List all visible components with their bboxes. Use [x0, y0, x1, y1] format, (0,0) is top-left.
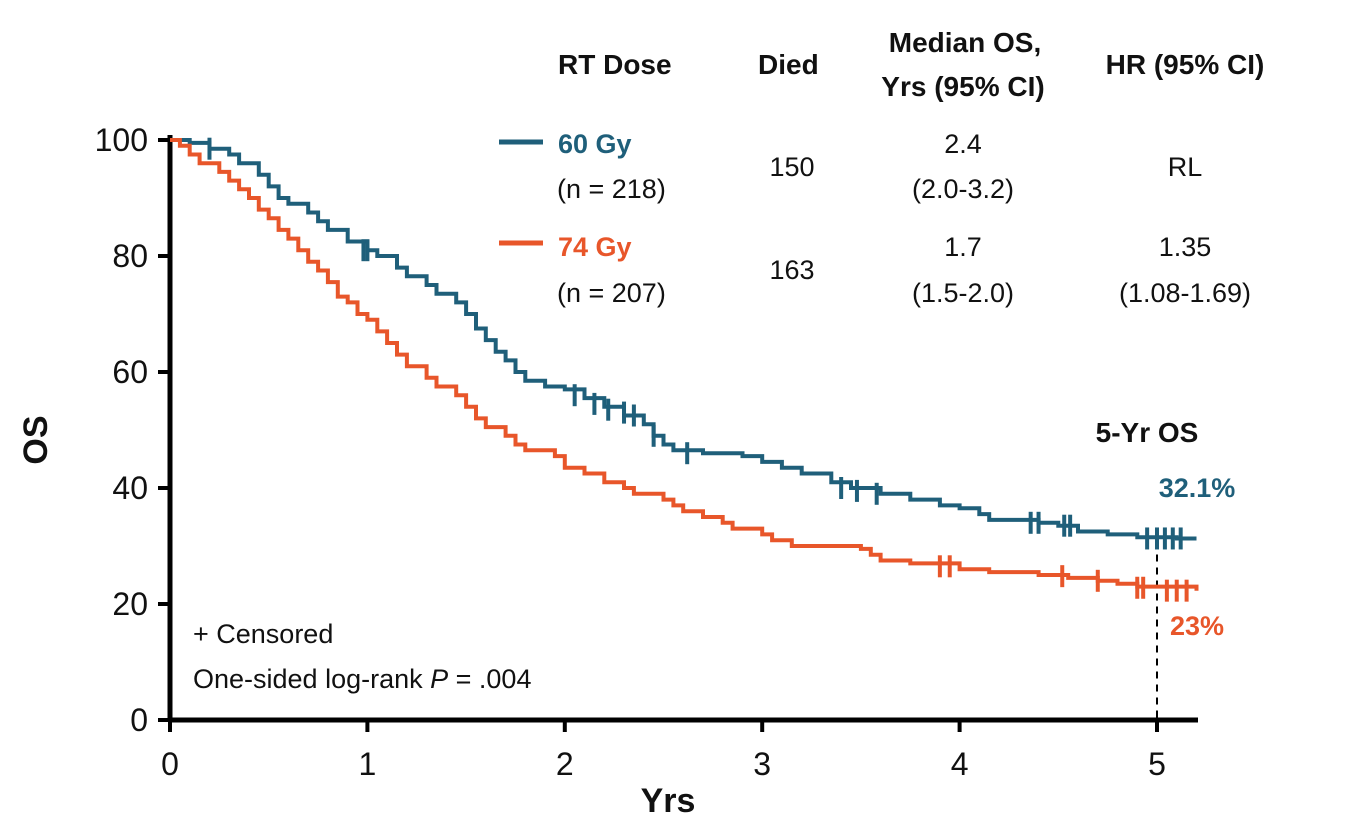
row-60-hr: RL [1168, 152, 1203, 182]
row-60-died: 150 [769, 152, 814, 182]
row-74-median-ci: (1.5-2.0) [912, 278, 1014, 308]
x-tick-label: 3 [753, 746, 771, 782]
y-tick-label: 40 [112, 470, 148, 506]
row-74-hr-ci: (1.08-1.69) [1119, 278, 1251, 308]
survival-curves [170, 137, 1199, 602]
y-ticks: 0 20 40 60 80 100 [95, 122, 170, 738]
y-tick-label: 80 [112, 238, 148, 274]
x-tick-label: 5 [1148, 746, 1166, 782]
x-axis-label: Yrs [641, 782, 696, 814]
y-tick-label: 100 [95, 122, 148, 158]
row-60-median-ci: (2.0-3.2) [912, 174, 1014, 204]
x-tick-label: 0 [161, 746, 179, 782]
header-rt-dose: RT Dose [558, 49, 672, 80]
row-74-median: 1.7 [944, 232, 982, 262]
y-tick-label: 0 [130, 702, 148, 738]
row-74-hr: 1.35 [1159, 232, 1212, 262]
y-tick-label: 20 [112, 586, 148, 622]
row-74-dose: 74 Gy [558, 232, 632, 262]
x-ticks: 0 1 2 3 4 5 [161, 720, 1166, 782]
row-74-died: 163 [769, 255, 814, 285]
row-60-median: 2.4 [944, 129, 982, 159]
five-yr-os-74gy: 23% [1170, 611, 1224, 641]
logrank-suffix: = .004 [448, 664, 531, 694]
row-74-n: (n = 207) [557, 278, 666, 308]
row-60-n: (n = 218) [557, 174, 666, 204]
logrank-p: P [430, 664, 448, 694]
header-hr: HR (95% CI) [1106, 49, 1265, 80]
five-yr-os-60gy: 32.1% [1159, 473, 1236, 503]
x-tick-label: 4 [951, 746, 969, 782]
x-tick-label: 1 [359, 746, 377, 782]
y-tick-label: 60 [112, 354, 148, 390]
series-60gy-curve [170, 138, 1197, 541]
censored-note: + Censored [193, 619, 333, 649]
row-60-dose: 60 Gy [558, 129, 632, 159]
header-median-line2: Yrs (95% CI) [881, 71, 1044, 102]
logrank-prefix: One-sided log-rank [193, 664, 430, 694]
x-tick-label: 2 [556, 746, 574, 782]
five-yr-os-title: 5-Yr OS [1096, 417, 1199, 448]
logrank-note: One-sided log-rank P = .004 [193, 664, 531, 694]
y-axis-label: OS [17, 415, 55, 464]
header-median-line1: Median OS, [889, 27, 1041, 58]
header-died: Died [758, 49, 819, 80]
series-74gy-curve [170, 138, 1199, 591]
